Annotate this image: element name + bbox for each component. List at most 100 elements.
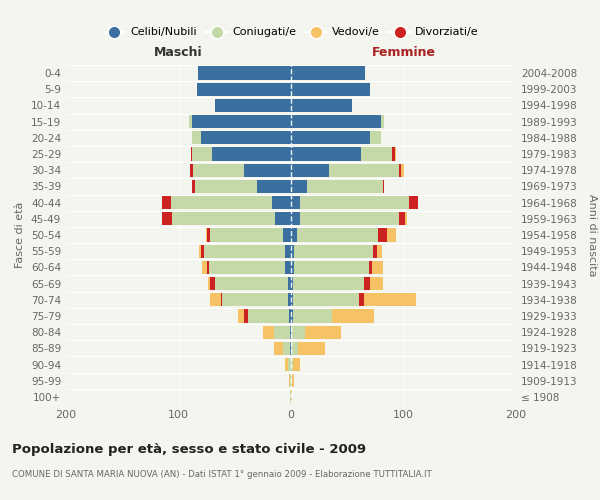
Bar	[293, 358, 300, 371]
Bar	[289, 374, 290, 388]
Bar	[381, 115, 385, 128]
Bar	[209, 260, 286, 274]
Bar	[291, 180, 307, 193]
Bar	[201, 131, 291, 144]
Bar	[287, 358, 291, 371]
Bar	[210, 228, 283, 241]
Bar	[206, 228, 210, 241]
Bar	[263, 326, 274, 339]
Bar	[244, 164, 291, 177]
Bar	[291, 342, 298, 355]
Bar	[289, 310, 291, 322]
Bar	[291, 82, 370, 96]
Bar	[196, 180, 257, 193]
Bar	[291, 260, 295, 274]
Bar	[307, 180, 383, 193]
Bar	[161, 196, 170, 209]
Text: Popolazione per età, sesso e stato civile - 2009: Popolazione per età, sesso e stato civil…	[12, 442, 366, 456]
Bar	[221, 293, 223, 306]
Bar	[295, 244, 373, 258]
Bar	[170, 196, 272, 209]
Bar	[215, 277, 287, 290]
Bar	[201, 244, 205, 258]
Bar	[293, 277, 364, 290]
Bar	[205, 228, 206, 241]
Bar	[399, 212, 404, 226]
Bar	[305, 326, 341, 339]
Bar	[192, 115, 291, 128]
Bar	[199, 244, 201, 258]
Bar	[364, 293, 416, 306]
Bar	[238, 310, 244, 322]
Legend: Celibi/Nubili, Coniugati/e, Vedovi/e, Divorziati/e: Celibi/Nubili, Coniugati/e, Vedovi/e, Di…	[99, 23, 483, 42]
Bar	[193, 164, 244, 177]
Bar	[190, 164, 193, 177]
Bar	[202, 260, 206, 274]
Bar	[377, 228, 386, 241]
Bar	[370, 131, 381, 144]
Bar	[293, 293, 359, 306]
Bar	[290, 374, 291, 388]
Bar	[274, 342, 283, 355]
Bar	[291, 212, 300, 226]
Bar	[192, 148, 212, 160]
Bar	[401, 164, 404, 177]
Bar	[372, 260, 383, 274]
Bar	[291, 374, 292, 388]
Bar	[291, 358, 293, 371]
Bar	[291, 196, 300, 209]
Bar	[291, 390, 292, 404]
Text: Femmine: Femmine	[371, 46, 436, 59]
Bar	[409, 196, 418, 209]
Bar	[291, 244, 295, 258]
Bar	[370, 277, 383, 290]
Bar	[298, 342, 325, 355]
Bar	[291, 66, 365, 80]
Bar	[286, 260, 291, 274]
Bar	[215, 99, 291, 112]
Bar	[257, 180, 291, 193]
Bar	[287, 293, 291, 306]
Bar	[197, 66, 291, 80]
Bar	[291, 99, 352, 112]
Y-axis label: Anni di nascita: Anni di nascita	[587, 194, 597, 276]
Bar	[295, 260, 368, 274]
Bar	[208, 277, 210, 290]
Text: COMUNE DI SANTA MARIA NUOVA (AN) - Dati ISTAT 1° gennaio 2009 - Elaborazione TUT: COMUNE DI SANTA MARIA NUOVA (AN) - Dati …	[12, 470, 432, 479]
Bar	[206, 260, 209, 274]
Bar	[283, 342, 290, 355]
Bar	[291, 164, 329, 177]
Bar	[359, 293, 364, 306]
Bar	[290, 326, 291, 339]
Bar	[244, 310, 248, 322]
Bar	[197, 82, 291, 96]
Y-axis label: Fasce di età: Fasce di età	[16, 202, 25, 268]
Bar	[329, 164, 399, 177]
Bar	[191, 148, 192, 160]
Bar	[223, 293, 287, 306]
Bar	[291, 131, 370, 144]
Text: Maschi: Maschi	[154, 46, 203, 59]
Bar	[364, 277, 370, 290]
Bar	[292, 374, 295, 388]
Bar	[205, 244, 286, 258]
Bar	[275, 212, 291, 226]
Bar	[248, 310, 289, 322]
Bar	[286, 244, 291, 258]
Bar	[399, 164, 401, 177]
Bar	[291, 293, 293, 306]
Bar	[291, 277, 293, 290]
Bar	[212, 148, 291, 160]
Bar	[287, 277, 291, 290]
Bar	[404, 212, 407, 226]
Bar	[293, 310, 331, 322]
Bar	[392, 148, 395, 160]
Bar	[368, 260, 372, 274]
Bar	[300, 212, 399, 226]
Bar	[192, 180, 196, 193]
Bar	[373, 244, 377, 258]
Bar	[210, 293, 221, 306]
Bar	[210, 277, 215, 290]
Bar	[172, 212, 275, 226]
Bar	[291, 310, 293, 322]
